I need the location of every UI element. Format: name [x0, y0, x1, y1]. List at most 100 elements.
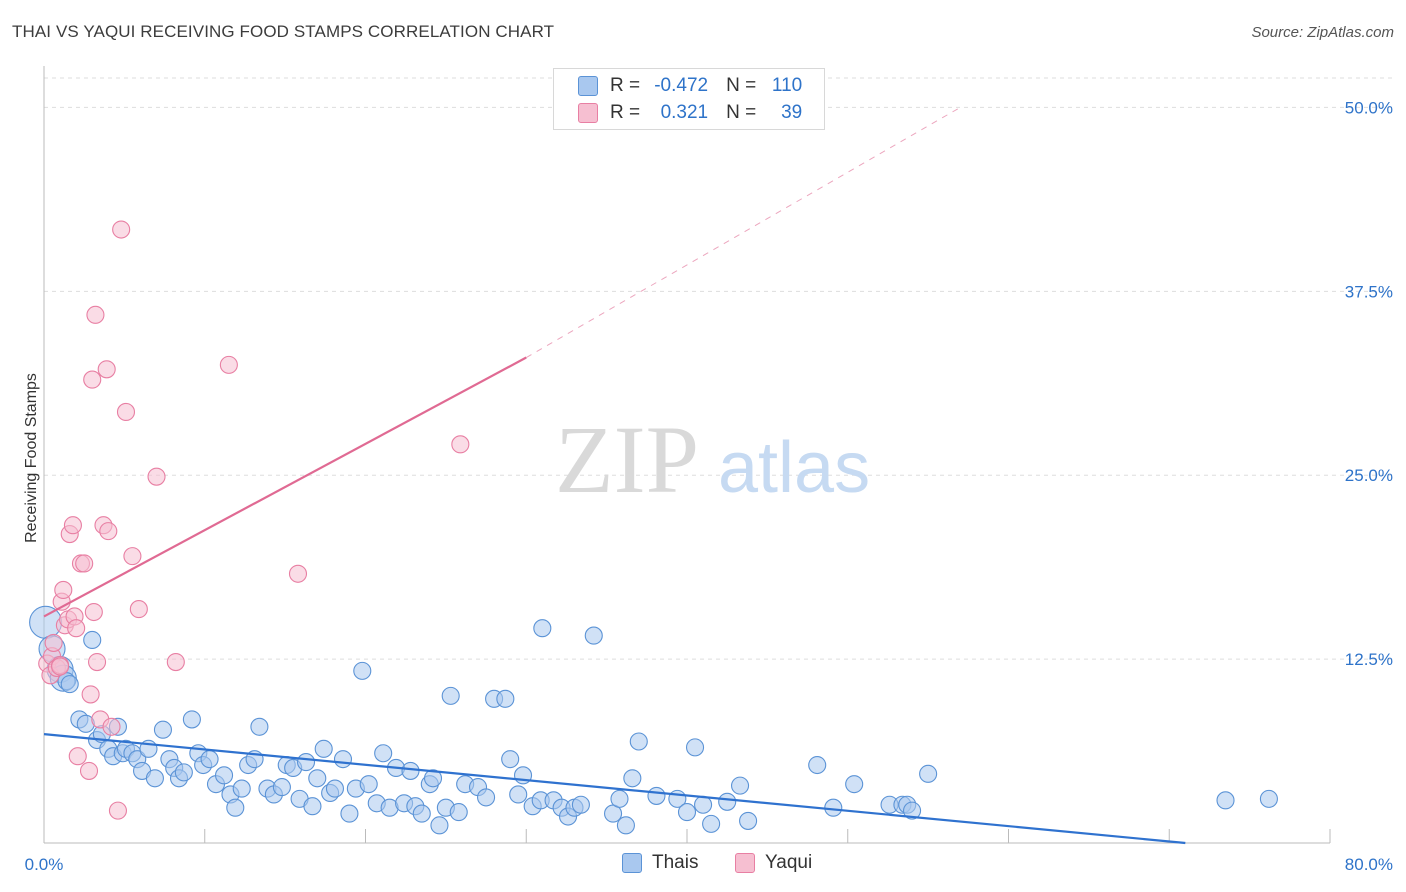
yaqui-point: [451, 435, 470, 454]
watermark: ZIP atlas: [555, 406, 870, 513]
thais-point: [1216, 791, 1235, 810]
thais-point: [308, 769, 327, 788]
thais-point: [353, 661, 372, 680]
yaqui-legend-label: Yaqui: [765, 852, 813, 873]
yaqui-point: [68, 747, 87, 766]
thais-point: [694, 795, 713, 814]
watermark-zip: ZIP: [555, 406, 699, 513]
yaqui-point: [108, 801, 127, 820]
thais-point: [401, 761, 420, 780]
yaqui-point: [102, 717, 121, 736]
axes: [43, 66, 1331, 844]
yaqui-point: [54, 580, 73, 600]
thais-n-value: 110: [771, 75, 803, 96]
y-tick-label: 50.0%: [1345, 98, 1393, 117]
thais-point: [441, 686, 460, 705]
thais-point: [449, 803, 468, 822]
yaqui-point: [44, 633, 63, 652]
legend-row-yaqui: R = 0.321 N = 39: [578, 100, 802, 126]
thais-point: [226, 798, 245, 817]
thais-point: [325, 779, 345, 798]
yaqui-point: [51, 657, 70, 676]
series-legend: Thais Yaqui: [0, 850, 1406, 880]
x-tick-label-max: 80.0%: [1345, 855, 1393, 874]
thais-point: [423, 769, 443, 788]
thais-point: [533, 619, 552, 638]
yaqui-point: [75, 554, 94, 573]
thais-point: [333, 750, 353, 769]
y-tick-label: 25.0%: [1345, 466, 1393, 485]
thais-point: [296, 753, 316, 772]
yaqui-point: [97, 360, 116, 379]
yaqui-point: [112, 220, 131, 239]
thais-trend-line: [43, 733, 1186, 845]
thais-point: [845, 775, 864, 794]
thais-point: [902, 801, 922, 820]
thais-point: [374, 744, 393, 763]
yaqui-point: [81, 685, 100, 704]
yaqui-point: [84, 602, 103, 622]
thais-point: [718, 792, 737, 811]
yaqui-r-label: R =: [610, 102, 641, 123]
thais-point: [685, 738, 705, 757]
trend-lines: [43, 106, 1186, 845]
legend-item-thais: Thais: [622, 852, 698, 874]
yaqui-point: [166, 652, 185, 672]
yaqui-n-label: N =: [726, 102, 757, 123]
thais-point: [584, 626, 603, 645]
yaqui-point: [99, 522, 118, 541]
thais-swatch-icon: [578, 76, 598, 96]
yaqui-trend-extension: [526, 106, 961, 358]
thais-point: [303, 797, 322, 816]
thais-point: [610, 789, 629, 808]
thais-point: [647, 786, 666, 805]
thais-point: [509, 785, 528, 804]
yaqui-point: [129, 600, 148, 619]
thais-point: [200, 750, 219, 769]
thais-point: [616, 816, 635, 835]
yaqui-trend-line: [43, 356, 527, 618]
thais-point: [145, 769, 164, 788]
thais-point: [571, 795, 590, 814]
source-credit: Source: ZipAtlas.com: [1251, 24, 1394, 41]
thais-legend-label: Thais: [652, 852, 699, 873]
thais-n-label: N =: [726, 75, 757, 96]
thais-point: [272, 778, 291, 797]
yaqui-point: [83, 370, 102, 389]
correlation-legend: R = -0.472 N = 110 R = 0.321 N = 39: [553, 68, 825, 130]
thais-point: [477, 788, 496, 807]
thais-point: [623, 769, 642, 788]
yaqui-legend-icon: [735, 853, 755, 873]
thais-point: [739, 811, 758, 830]
yaqui-point: [67, 619, 86, 638]
y-axis-label: Receiving Food Stamps: [23, 373, 40, 543]
watermark-atlas: atlas: [718, 428, 870, 508]
legend-item-yaqui: Yaqui: [735, 852, 812, 874]
thais-point: [496, 689, 515, 708]
yaqui-r-value: 0.321: [660, 102, 709, 123]
thais-legend-icon: [622, 853, 642, 873]
thais-point: [501, 750, 520, 769]
thais-point: [60, 675, 79, 694]
y-tick-label: 12.5%: [1345, 650, 1393, 669]
data-points: [29, 220, 1278, 835]
y-tick-label: 37.5%: [1345, 282, 1393, 301]
yaqui-swatch-icon: [578, 103, 598, 123]
thais-point: [677, 803, 697, 822]
thais-point: [153, 720, 173, 739]
tick-labels: 12.5% 25.0% 37.5% 50.0% 0.0% 80.0%: [25, 98, 1393, 874]
yaqui-point: [147, 467, 166, 486]
grid-lines: [44, 77, 1392, 660]
thais-point: [232, 779, 251, 798]
thais-point: [250, 717, 269, 736]
thais-r-label: R =: [610, 75, 641, 96]
thais-point: [182, 710, 201, 729]
thais-point: [629, 732, 648, 751]
chart-title: THAI VS YAQUI RECEIVING FOOD STAMPS CORR…: [12, 22, 555, 41]
thais-point: [174, 763, 193, 782]
yaqui-point: [123, 547, 142, 566]
yaqui-point: [219, 355, 238, 374]
yaqui-point: [87, 652, 107, 672]
thais-point: [412, 804, 431, 823]
